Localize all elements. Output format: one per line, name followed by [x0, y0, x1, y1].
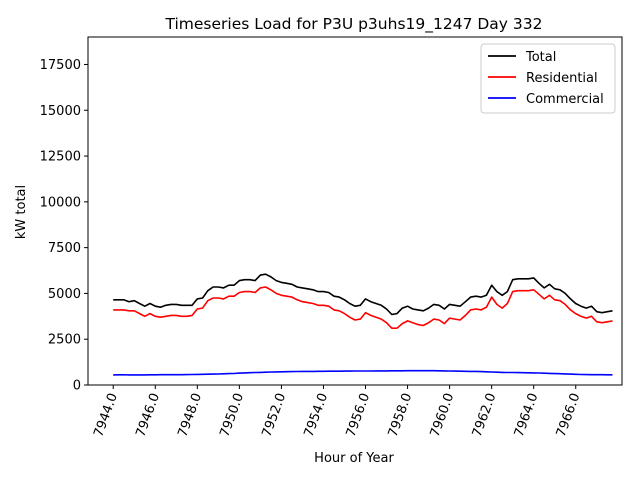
plot-area — [87, 36, 623, 386]
y-axis-label: kW total — [14, 185, 29, 239]
series-line-commercial — [113, 369, 613, 376]
y-tick-label: 15000 — [40, 104, 81, 119]
x-axis-label: Hour of Year — [314, 451, 394, 466]
series-line-residential — [113, 286, 613, 330]
y-tick-label: 2500 — [48, 333, 81, 348]
y-axis: 0 2500 5000 7500 10000 12500 15000 17500 — [40, 58, 88, 394]
legend-label-total: Total — [525, 50, 556, 65]
plot-frame — [87, 36, 623, 386]
y-tick-label: 12500 — [40, 150, 81, 165]
series-line-total — [113, 273, 613, 316]
legend-label-commercial: Commercial — [526, 92, 604, 107]
y-tick-label: 0 — [73, 379, 81, 394]
y-tick-label: 17500 — [40, 58, 81, 73]
legend-box — [480, 43, 616, 114]
legend: Total Residential Commercial — [480, 43, 616, 114]
chart-title: Timeseries Load for P3U p3uhs19_1247 Day… — [165, 15, 543, 34]
y-tick-label: 7500 — [48, 241, 81, 256]
y-tick-label: 10000 — [40, 195, 81, 210]
y-tick-label: 5000 — [48, 287, 81, 302]
legend-label-residential: Residential — [526, 71, 598, 86]
series-layer — [113, 273, 613, 376]
